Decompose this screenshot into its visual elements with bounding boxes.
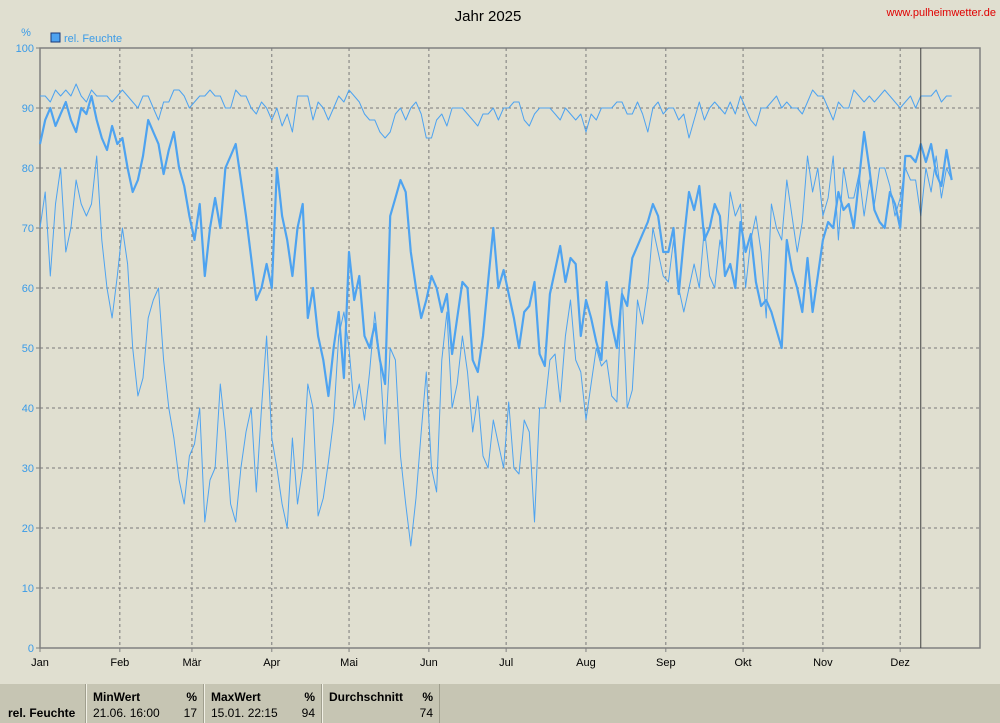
legend-swatch xyxy=(50,32,61,43)
y-tick-label: 20 xyxy=(22,523,34,535)
source-link[interactable]: www.pulheimwetter.de xyxy=(886,7,996,19)
average-value: 74 xyxy=(419,706,433,720)
x-tick-label: Jan xyxy=(31,657,49,669)
y-tick-label: 50 xyxy=(22,343,34,355)
y-tick-label: 90 xyxy=(22,103,34,115)
stats-table: rel. Feuchte MinWert % 21.06. 16:00 17 M… xyxy=(0,684,1000,723)
x-tick-label: Mär xyxy=(182,657,201,669)
y-axis: 0 10 20 30 40 50 60 70 80 90 100 xyxy=(16,43,40,655)
y-axis-unit: % xyxy=(21,27,31,39)
y-tick-label: 10 xyxy=(22,583,34,595)
y-tick-label: 30 xyxy=(22,463,34,475)
min-timestamp: 21.06. 16:00 xyxy=(93,706,160,720)
y-tick-label: 0 xyxy=(28,643,34,655)
legend: rel. Feuchte xyxy=(50,32,122,45)
x-tick-label: Dez xyxy=(890,657,910,669)
x-tick-label: Apr xyxy=(263,657,280,669)
series-line-daily-min-approx xyxy=(39,155,953,547)
min-value-cell: MinWert % 21.06. 16:00 17 xyxy=(86,684,204,723)
series-group xyxy=(38,83,953,547)
y-tick-label: 100 xyxy=(16,43,34,55)
min-value: 17 xyxy=(183,706,197,720)
min-header: MinWert xyxy=(93,690,141,704)
max-timestamp: 15.01. 22:15 xyxy=(211,706,278,720)
x-axis: Jan Feb Mär Apr Mai Jun Jul Aug Sep Okt Nov Dez xyxy=(31,648,910,669)
y-tick-label: 60 xyxy=(22,283,34,295)
series-line-daily-mean-approx xyxy=(38,94,953,398)
x-tick-label: Mai xyxy=(340,657,358,669)
x-tick-label: Jun xyxy=(420,657,438,669)
legend-label: rel. Feuchte xyxy=(64,33,122,45)
y-tick-label: 70 xyxy=(22,223,34,235)
max-value: 94 xyxy=(301,706,315,720)
x-tick-label: Okt xyxy=(735,657,752,669)
min-unit: % xyxy=(186,690,197,704)
average-cell: Durchschnitt % 74 xyxy=(322,684,440,723)
x-tick-label: Aug xyxy=(576,657,596,669)
max-value-cell: MaxWert % 15.01. 22:15 94 xyxy=(204,684,322,723)
x-tick-label: Jul xyxy=(499,657,513,669)
chart-title: Jahr 2025 xyxy=(455,8,522,25)
y-tick-label: 80 xyxy=(22,163,34,175)
stats-row-label: rel. Feuchte xyxy=(0,684,86,723)
stats-row-label-text: rel. Feuchte xyxy=(8,706,76,720)
grid xyxy=(40,48,980,648)
average-header: Durchschnitt xyxy=(329,690,404,704)
x-tick-label: Nov xyxy=(813,657,833,669)
chart: Jahr 2025 www.pulheimwetter.de % rel. Fe… xyxy=(16,7,996,669)
x-tick-label: Feb xyxy=(110,657,129,669)
x-tick-label: Sep xyxy=(656,657,676,669)
max-header: MaxWert xyxy=(211,690,261,704)
max-unit: % xyxy=(304,690,315,704)
series-line-daily-max-approx xyxy=(40,83,952,139)
y-tick-label: 40 xyxy=(22,403,34,415)
average-unit: % xyxy=(422,690,433,704)
